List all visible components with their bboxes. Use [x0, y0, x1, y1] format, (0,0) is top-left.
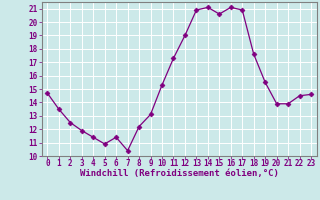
X-axis label: Windchill (Refroidissement éolien,°C): Windchill (Refroidissement éolien,°C) [80, 169, 279, 178]
